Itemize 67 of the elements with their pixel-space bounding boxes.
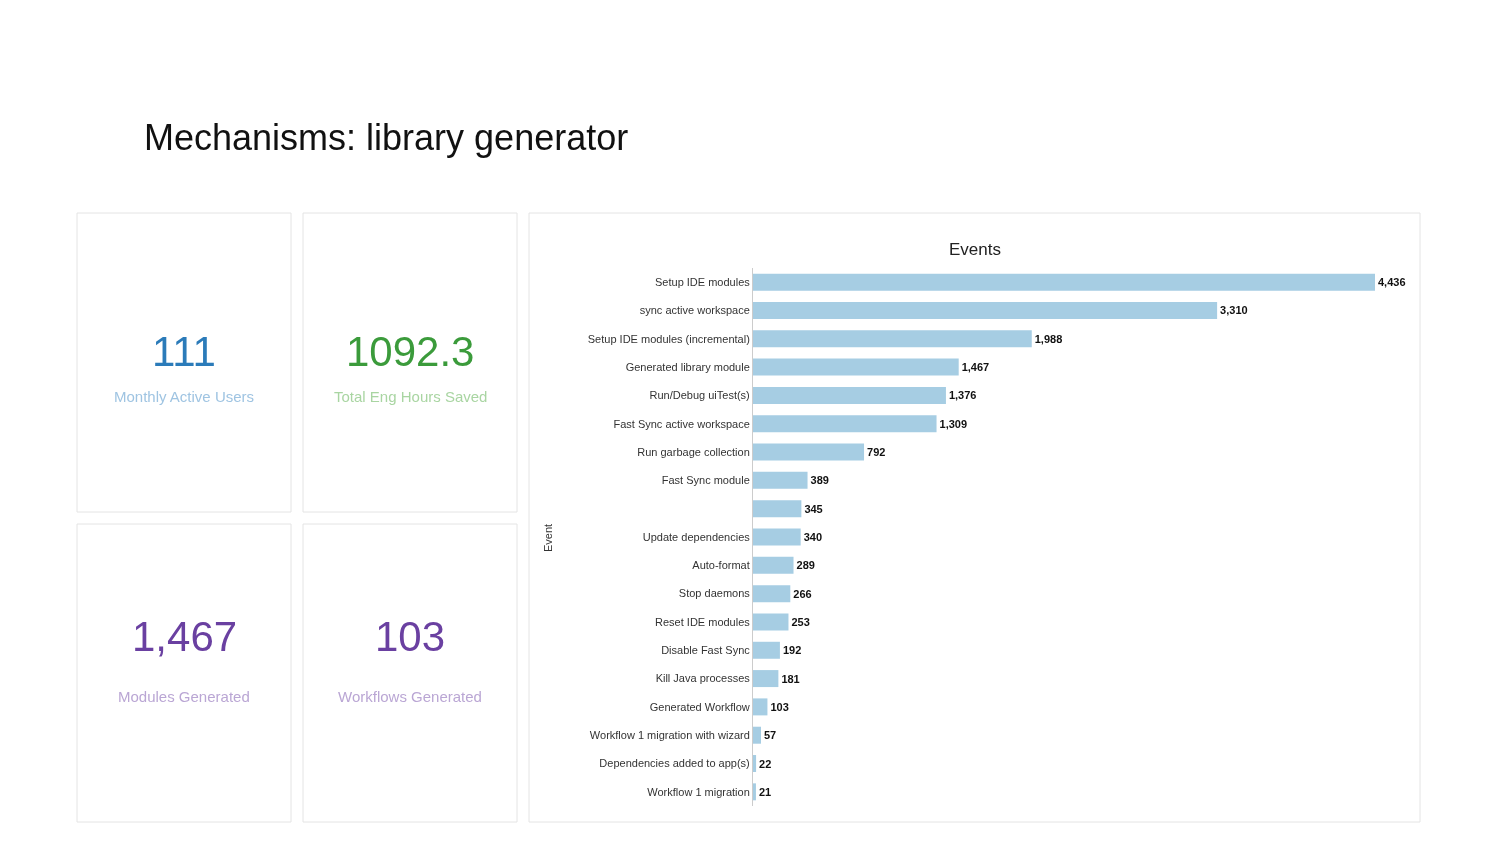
text: 1092.3 <box>346 328 475 375</box>
y-tick-label: Fast Sync active workspace <box>613 417 750 430</box>
data-label: 340 <box>803 531 823 543</box>
data-label: 57 <box>763 729 777 742</box>
y-tick-label: Generated Workflow <box>649 700 750 713</box>
y-tick-label: Auto-format <box>692 559 750 572</box>
bar <box>753 330 1032 348</box>
y-tick-label: Reset IDE modules <box>655 615 751 628</box>
y-tick-label: Setup IDE modules <box>655 276 751 289</box>
text: 111 <box>152 328 216 375</box>
bar <box>753 500 802 518</box>
data-label: 3,310 <box>1220 304 1248 317</box>
data-label: 1,309 <box>939 417 968 430</box>
y-tick-label: Dependencies added to app(s) <box>599 757 750 770</box>
y-axis-title: Event <box>542 523 554 552</box>
text: 1,467 <box>132 613 238 660</box>
data-label: 345 <box>804 502 823 515</box>
bar <box>753 556 794 574</box>
bar <box>753 386 946 404</box>
bar <box>753 783 756 801</box>
text: Workflows Generated <box>338 688 482 705</box>
y-tick-label: Kill Java processes <box>655 672 751 685</box>
data-label: 266 <box>793 587 812 600</box>
data-label: 4,436 <box>1378 276 1406 289</box>
y-tick-label: Run/Debug uiTest(s) <box>649 389 750 402</box>
bar <box>753 613 789 631</box>
text: Modules Generated <box>118 688 250 705</box>
bar <box>753 698 768 716</box>
y-tick-label: Run garbage collection <box>637 445 750 458</box>
data-label: 22 <box>759 757 772 770</box>
bar <box>753 301 1218 319</box>
bar <box>753 358 959 376</box>
y-tick-label: Workflow 1 migration with wizard <box>589 729 750 742</box>
data-label: 103 <box>770 700 789 713</box>
bar <box>753 585 791 603</box>
text: 103 <box>375 613 446 660</box>
data-label: 253 <box>791 615 810 628</box>
text: Total Eng Hours Saved <box>334 388 488 405</box>
data-label: 389 <box>810 474 829 487</box>
y-tick-label: sync active workspace <box>639 304 750 317</box>
y-tick-label: Update dependencies <box>642 530 751 543</box>
data-label: 792 <box>867 446 886 459</box>
bar <box>753 443 865 461</box>
data-label: 181 <box>781 672 800 685</box>
bar <box>753 471 808 489</box>
data-label: 1,988 <box>1034 332 1063 345</box>
data-label: 192 <box>782 644 802 657</box>
y-tick-label: Stop daemons <box>678 587 751 600</box>
text: Mechanisms: library generator <box>144 117 629 158</box>
data-label: 1,376 <box>948 389 977 402</box>
bar <box>753 726 761 744</box>
y-tick-label: Fast Sync module <box>661 474 750 487</box>
text: Monthly Active Users <box>114 388 255 405</box>
bar <box>753 670 779 688</box>
bar <box>753 528 801 546</box>
data-label: 1,467 <box>961 361 990 374</box>
bar <box>753 755 757 773</box>
y-tick-label: Workflow 1 migration <box>647 785 750 798</box>
y-tick-label: Generated library module <box>625 360 750 373</box>
y-tick-label: Setup IDE modules (incremental) <box>587 332 750 345</box>
bar <box>753 641 780 659</box>
data-label: 289 <box>796 559 815 572</box>
data-label: 21 <box>758 785 772 798</box>
chart-title: Events <box>949 240 1001 259</box>
bar <box>753 415 937 433</box>
y-tick-label: Disable Fast Sync <box>661 644 751 657</box>
bar <box>753 273 1375 291</box>
